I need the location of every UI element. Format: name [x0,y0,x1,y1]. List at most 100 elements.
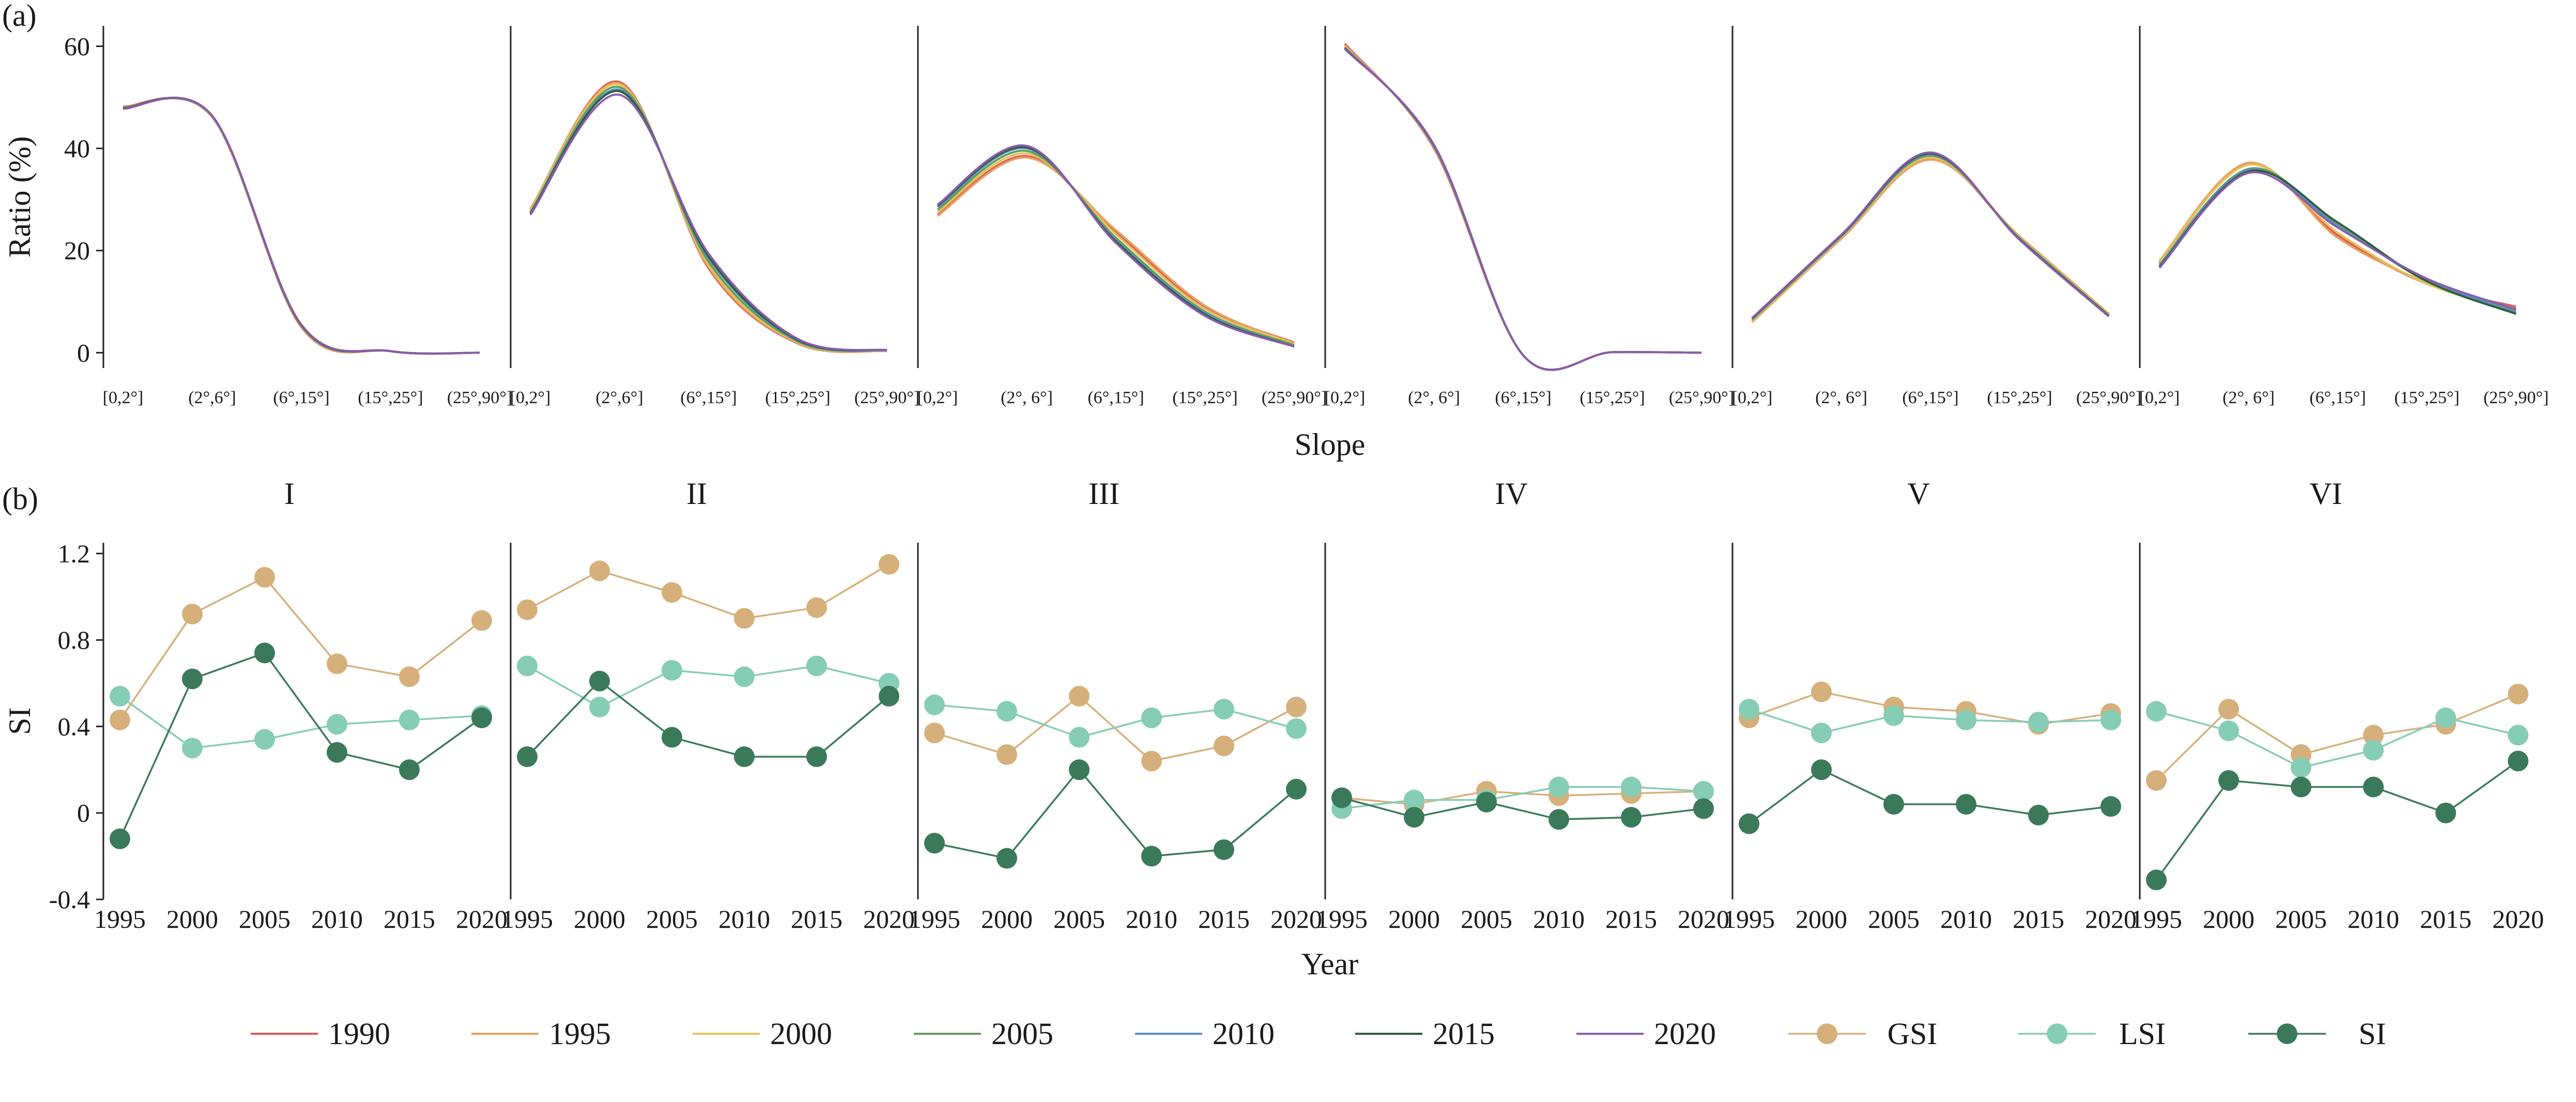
point-SI [1621,807,1642,828]
x-tick-label: 2000 [574,905,625,933]
y-tick-label: 60 [64,32,90,61]
legend-marker-GSI [1817,1023,1837,1044]
point-SI [1404,807,1424,828]
legend-label: 2010 [1213,1017,1275,1051]
subplot-title: I [284,477,295,511]
x-tick-label: 2005 [2275,905,2327,933]
point-SI [399,759,420,780]
series-line-GSI [1749,691,2111,726]
x-tick-label: 2010 [1940,905,1992,933]
series-line-2005 [937,149,1295,346]
x-tick-label: 2015 [1198,905,1250,933]
x-tick-label: 2020 [1270,905,1322,933]
x-tick-label: (6°,15°] [1087,388,1144,407]
series-line-2000 [1751,156,2110,322]
series-line-2005 [1344,47,1702,371]
point-SI [734,746,755,767]
legend-label: 1990 [328,1017,390,1051]
x-tick-label: (25°,90°] [2483,388,2549,407]
x-tick-label: (15°,25°] [1580,388,1645,407]
point-SI [1286,778,1307,800]
series-line-SI [119,652,483,839]
subplot-title: II [686,477,707,511]
slope-ratio-panels: [0,2°] (2°,6°] (6°,15°] (15°,25°] (25°,90°] 0… [3,26,2549,462]
series-line-2020 [1751,151,2110,319]
x-tick-label: (25°,90°] [854,388,919,407]
x-tick-label: [0,2°] [917,388,958,407]
x-tick-label: (6°,15°] [2309,388,2366,407]
point-LSI [1214,699,1234,720]
y-tick-label: 20 [64,236,90,265]
point-LSI [327,714,347,735]
point-GSI [182,604,203,624]
series-line-1990 [2158,162,2517,308]
legend-label: 2015 [1433,1017,1495,1051]
series-line-1995 [1751,158,2110,323]
point-SI [327,742,347,763]
point-GSI [254,567,275,588]
x-tick-label: 2005 [239,905,290,933]
point-LSI [806,655,827,677]
subplot-title: V [1907,477,1929,511]
point-SI [2435,802,2456,823]
point-GSI [110,709,130,730]
point-LSI [1811,723,1832,743]
si-subplot-2: II 1995 2000 2005 2010 2015 2020 [501,477,915,933]
series-line-SI [1748,769,2111,825]
y-tick-label: 40 [64,134,90,163]
legend-label: LSI [2119,1017,2166,1051]
si-subplot-5: V 1995 2000 2005 2010 2015 2020 [1723,477,2137,933]
point-GSI [1811,681,1832,702]
x-tick-label: 2010 [1533,905,1585,933]
x-tick-label: (15°,25°] [765,388,830,407]
series-line-2010 [1751,153,2110,320]
series-line-2010 [1344,47,1702,371]
point-LSI [734,666,755,687]
point-GSI [2218,699,2239,720]
x-tick-label: (6°,15°] [680,388,737,407]
series-line-2010 [529,88,887,352]
point-SI [110,828,130,849]
series-line-1995 [122,97,480,355]
point-LSI [589,696,610,717]
series-line-LSI [2156,710,2519,769]
x-axis-label: Slope [1295,427,1366,462]
point-SI [806,746,827,767]
point-GSI [1069,685,1090,707]
point-SI [2146,869,2167,891]
point-LSI [2291,757,2311,778]
slope-subplot-1: [0,2°] (2°,6°] (6°,15°] (15°,25°] (25°,90°] 0… [3,26,512,407]
series-line-1990 [1344,43,1702,371]
point-GSI [399,666,420,687]
point-GSI [471,610,492,631]
slope-subplot-2: [0,2°] (2°,6°] (6°,15°] (15°,25°] (25°,90°] [510,26,919,407]
point-SI [2291,776,2311,798]
point-SI [182,668,203,690]
si-subplot-1: I 1995 2000 2005 2010 2015 2020 -0.4 0 0.4 0.8 1.2 S… [3,477,508,933]
series-line-2010 [2158,168,2517,312]
point-LSI [2100,709,2121,730]
point-GSI [806,597,827,618]
x-tick-label: (15°,25°] [1987,388,2052,407]
x-tick-label: [0,2°] [1732,388,1773,407]
slope-subplot-6: [0,2°] (2°, 6°] (6°,15°] (15°,25°] (25°,90°] [2139,26,2549,407]
x-tick-label: 1995 [1723,905,1775,933]
point-GSI [924,723,945,743]
point-SI [1883,794,1904,815]
series-line-2020 [2158,171,2517,311]
x-tick-label: 2005 [646,905,698,933]
x-tick-label: 1995 [909,905,960,933]
point-SI [662,727,682,748]
y-axis-label: SI [3,707,37,734]
x-tick-label: 2020 [2085,905,2137,933]
point-GSI [1214,736,1234,757]
x-tick-label: 2015 [384,905,435,933]
series-line-2015 [1751,152,2110,319]
y-tick-label: 0.8 [58,625,90,654]
point-SI [1693,798,1714,819]
point-GSI [517,599,538,620]
series-line-1995 [1344,44,1702,371]
series-line-LSI [1341,786,1704,810]
panel-a-label: (a) [2,0,37,33]
legend-label: 2020 [1654,1017,1716,1051]
